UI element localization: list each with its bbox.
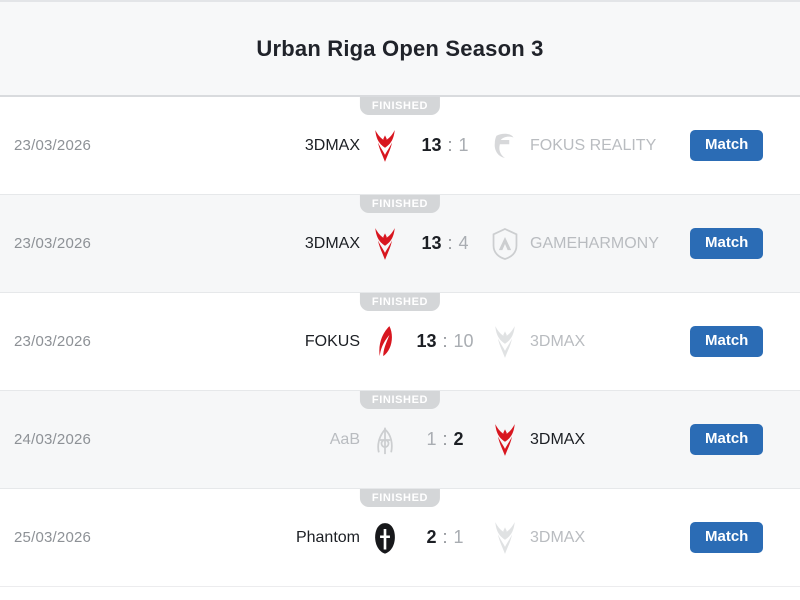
score-separator: : (442, 527, 448, 547)
match-action-cell: Match (690, 423, 800, 456)
fokus-reality-logo (488, 127, 522, 165)
match-list: FINISHED 23/03/2026 3DMAX 13:1 FOKUS REALITY… (0, 97, 800, 587)
gameharmony-logo (488, 225, 522, 263)
home-team[interactable]: 3DMAX (252, 225, 402, 263)
score-separator: : (442, 429, 448, 449)
away-score: 4 (458, 233, 469, 253)
match-date: 23/03/2026 (14, 235, 92, 252)
home-team-name: 3DMAX (304, 234, 360, 252)
score-separator: : (447, 135, 453, 155)
match-row[interactable]: FINISHED 25/03/2026 Phantom 2:1 3DMAX Match (0, 489, 800, 587)
fokus-logo (368, 323, 402, 361)
match-details-button[interactable]: Match (690, 325, 764, 358)
match-action-cell: Match (690, 129, 800, 162)
match-details-button[interactable]: Match (690, 129, 764, 162)
away-team-name: GAMEHARMONY (530, 234, 659, 252)
match-action-cell: Match (690, 521, 800, 554)
match-row[interactable]: FINISHED 24/03/2026 AaB 1:2 3DMAX Match (0, 391, 800, 489)
home-score: 13 (421, 233, 442, 253)
3dmax-logo (368, 225, 402, 263)
match-row[interactable]: FINISHED 23/03/2026 FOKUS 13:10 3DMAX Match (0, 293, 800, 391)
3dmax-logo (368, 127, 402, 165)
away-team[interactable]: 3DMAX (488, 519, 688, 557)
phantom-logo (368, 519, 402, 557)
away-team-name: FOKUS REALITY (530, 136, 657, 154)
page-title: Urban Riga Open Season 3 (256, 35, 544, 61)
status-badge: FINISHED (359, 293, 441, 311)
match-score: 13:10 (402, 331, 488, 352)
status-badge: FINISHED (359, 97, 441, 115)
match-score: 2:1 (402, 527, 488, 548)
score-separator: : (447, 233, 453, 253)
home-score: 1 (426, 429, 437, 449)
away-score: 1 (453, 527, 464, 547)
3dmax-logo (488, 421, 522, 459)
away-team-name: 3DMAX (530, 430, 586, 448)
match-score: 13:1 (402, 135, 488, 156)
tournament-header: Urban Riga Open Season 3 (0, 0, 800, 97)
match-score: 13:4 (402, 233, 488, 254)
match-action-cell: Match (690, 325, 800, 358)
status-badge: FINISHED (359, 195, 441, 213)
away-team[interactable]: 3DMAX (488, 323, 688, 361)
home-score: 2 (426, 527, 437, 547)
home-team-name: AaB (329, 430, 360, 448)
3dmax-logo (488, 519, 522, 557)
match-teams: Phantom 2:1 3DMAX (250, 519, 690, 557)
3dmax-logo (488, 323, 522, 361)
away-team[interactable]: 3DMAX (488, 421, 688, 459)
home-team[interactable]: AaB (252, 421, 402, 459)
match-date: 24/03/2026 (14, 431, 92, 448)
home-team-name: 3DMAX (304, 136, 360, 154)
match-details-button[interactable]: Match (690, 227, 764, 260)
match-teams: 3DMAX 13:1 FOKUS REALITY (250, 127, 690, 165)
away-team-name: 3DMAX (530, 528, 586, 546)
home-team-name: Phantom (295, 528, 360, 546)
score-separator: : (442, 331, 448, 351)
match-action-cell: Match (690, 227, 800, 260)
match-teams: AaB 1:2 3DMAX (250, 421, 690, 459)
away-score: 2 (453, 429, 464, 449)
match-row[interactable]: FINISHED 23/03/2026 3DMAX 13:4 GAMEHARMONY Ma… (0, 195, 800, 293)
match-details-button[interactable]: Match (690, 521, 764, 554)
match-details-button[interactable]: Match (690, 423, 764, 456)
home-team[interactable]: 3DMAX (252, 127, 402, 165)
home-score: 13 (421, 135, 442, 155)
aab-logo (368, 421, 402, 459)
match-score: 1:2 (402, 429, 488, 450)
away-score: 1 (458, 135, 469, 155)
match-date: 25/03/2026 (14, 529, 92, 546)
home-team[interactable]: Phantom (252, 519, 402, 557)
match-date: 23/03/2026 (14, 333, 92, 350)
match-date: 23/03/2026 (14, 137, 92, 154)
home-score: 13 (416, 331, 437, 351)
away-team[interactable]: GAMEHARMONY (488, 225, 688, 263)
match-teams: FOKUS 13:10 3DMAX (250, 323, 690, 361)
away-score: 10 (453, 331, 474, 351)
match-teams: 3DMAX 13:4 GAMEHARMONY (250, 225, 690, 263)
match-row[interactable]: FINISHED 23/03/2026 3DMAX 13:1 FOKUS REALITY… (0, 97, 800, 195)
status-badge: FINISHED (359, 391, 441, 409)
home-team-name: FOKUS (304, 332, 360, 350)
status-badge: FINISHED (359, 489, 441, 507)
away-team-name: 3DMAX (530, 332, 586, 350)
away-team[interactable]: FOKUS REALITY (488, 127, 688, 165)
home-team[interactable]: FOKUS (252, 323, 402, 361)
